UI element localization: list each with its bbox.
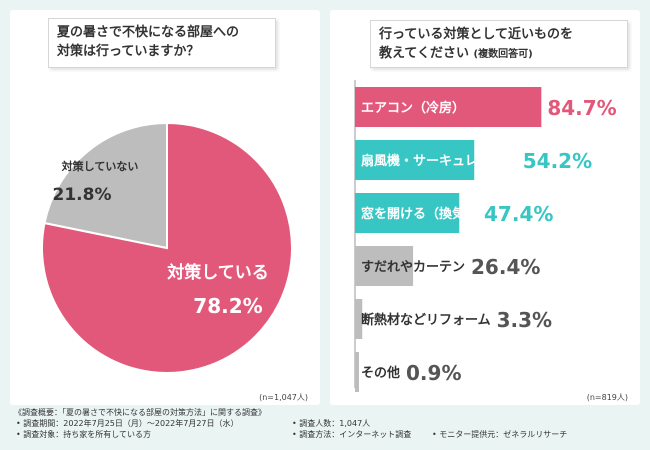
bar-category-label: その他 <box>361 365 400 381</box>
pie-slice <box>43 121 168 250</box>
bar-question-line1: 行っている対策として近いものを <box>379 27 573 42</box>
pie-slice-value: 21.8% <box>53 185 112 205</box>
survey-provider: • モニター提供元：ゼネラルリサーチ <box>432 430 568 439</box>
pie-slice-label: 対策していない <box>61 159 139 173</box>
bar-value-label: 47.4% <box>484 202 553 226</box>
pie-question-line2: 対策は行っていますか？ <box>57 44 200 59</box>
survey-method: • 調査方法：インターネット調査 <box>292 430 412 439</box>
survey-footer: 《調査概要：「夏の暑さで不快になる部屋の対策方法」に関する調査》 • 調査期間：… <box>0 406 650 450</box>
bar-value-label: 0.9% <box>406 361 461 385</box>
pie-question-box: 夏の暑さで不快になる部屋への 対策は行っていますか？ <box>48 18 276 68</box>
survey-period: • 調査期間：2022年7月25日（月）～2022年7月27日（水） <box>16 419 239 428</box>
bar <box>355 299 363 339</box>
bar-category-label: エアコン（冷房） <box>361 100 465 116</box>
survey-overview: 《調査概要：「夏の暑さで不快になる部屋の対策方法」に関する調査》 <box>14 408 266 417</box>
pie-chart: 対策している 78.2% 対策していない 21.8% <box>41 121 293 374</box>
bar-value-label: 26.4% <box>471 255 540 279</box>
bar-chart: エアコン（冷房） 84.7% 扇風機・サーキュレーター 54.2% 窓を開ける（換気） 4… <box>354 80 617 392</box>
bar-value-label: 54.2% <box>523 149 592 173</box>
pie-slice-value: 78.2% <box>193 294 262 318</box>
bar-category-label: 窓を開ける（換気） <box>361 206 478 222</box>
bar <box>355 193 460 233</box>
bar-question-note: (複数回答可) <box>473 49 533 60</box>
bar-panel: 行っている対策として近いものを 教えてください (複数回答可) エアコン（冷房）… <box>330 10 640 405</box>
bar <box>355 87 542 127</box>
pie-slice-label: 対策している <box>166 262 269 283</box>
pie-panel: 夏の暑さで不快になる部屋への 対策は行っていますか？ 対策している 78.2% 対策… <box>10 10 320 405</box>
survey-target: • 調査対象：持ち家を所有している方 <box>16 430 152 439</box>
bar <box>355 246 414 286</box>
bar-question-line2: 教えてください <box>379 46 469 61</box>
bar <box>355 140 475 180</box>
bar-category-label: 扇風機・サーキュレーター <box>361 153 517 169</box>
pie-sample-size: (n=1,047人) <box>259 393 308 402</box>
bar-value-label: 3.3% <box>497 308 552 332</box>
bar-value-label: 84.7% <box>547 96 616 120</box>
bar-category-label: すだれやカーテン <box>361 260 465 275</box>
bar-category-label: 断熱材などリフォーム <box>361 312 491 328</box>
pie-question-line1: 夏の暑さで不快になる部屋への <box>57 25 240 40</box>
bar-question-box: 行っている対策として近いものを 教えてください (複数回答可) <box>370 20 628 68</box>
survey-count: • 調査人数：1,047人 <box>292 419 371 428</box>
bar <box>355 352 359 392</box>
bar-sample-size: (n=819人) <box>586 393 628 402</box>
